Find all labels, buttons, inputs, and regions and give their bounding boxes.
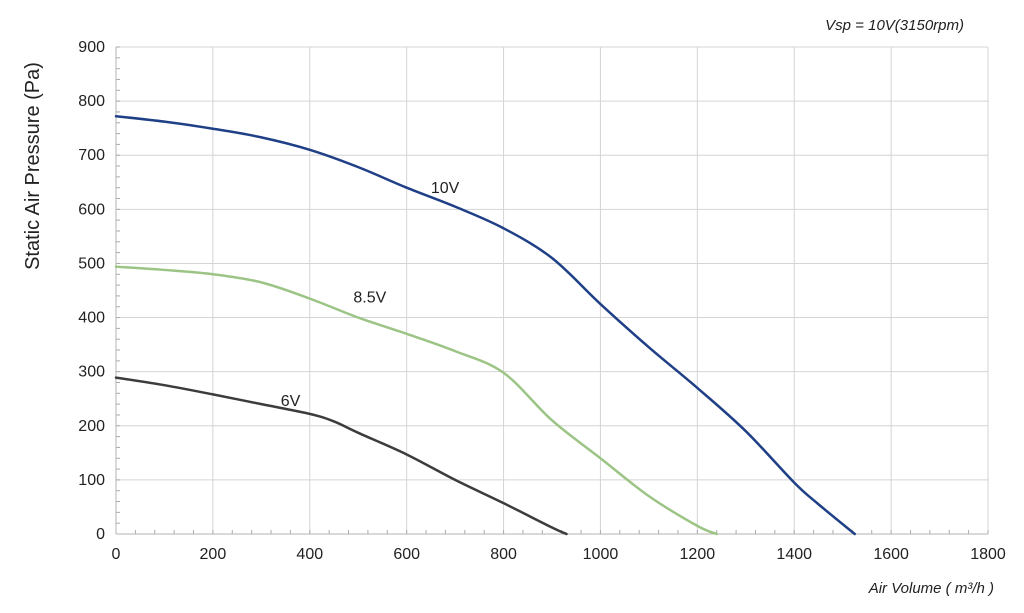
x-tick-label: 1800 — [970, 546, 1006, 563]
speed-annotation: Vsp = 10V(3150rpm) — [825, 17, 964, 34]
axes — [115, 47, 988, 535]
series-label-8-5v: 8.5V — [353, 289, 386, 306]
x-tick-label: 600 — [393, 546, 420, 563]
x-tick-label: 1400 — [776, 546, 812, 563]
grid — [115, 46, 989, 535]
y-tick-label: 0 — [96, 526, 105, 543]
x-tick-label: 0 — [112, 546, 121, 563]
y-tick-label: 500 — [78, 255, 105, 272]
y-tick-label: 900 — [78, 39, 105, 56]
x-tick-label: 800 — [490, 546, 517, 563]
y-tick-label: 300 — [78, 364, 105, 381]
series-layer — [114, 115, 857, 536]
x-tick-label: 1000 — [583, 546, 619, 563]
x-axis-title: Air Volume ( m³/h ) — [868, 580, 994, 597]
y-tick-label: 600 — [78, 201, 105, 218]
x-tick-label: 400 — [296, 546, 323, 563]
y-tick-label: 200 — [78, 418, 105, 435]
y-axis-title: Static Air Pressure (Pa) — [22, 62, 44, 270]
series-label-10v: 10V — [431, 180, 460, 197]
x-tick-label: 1600 — [873, 546, 909, 563]
y-tick-label: 100 — [78, 472, 105, 489]
minor-ticks — [115, 46, 989, 535]
y-tick-label: 700 — [78, 147, 105, 164]
tick-labels: 0 200 400 600 800 1000 1200 1400 1600 1800 0 100 200… — [78, 39, 1006, 563]
series-label-6v: 6V — [281, 393, 301, 410]
series-line-8-5v — [114, 265, 718, 536]
series-line-6v — [114, 376, 568, 536]
x-tick-label: 1200 — [680, 546, 716, 563]
y-tick-label: 800 — [78, 93, 105, 110]
series-line-10v — [114, 115, 857, 536]
series-labels: 10V 8.5V 6V — [281, 180, 460, 410]
y-tick-label: 400 — [78, 310, 105, 327]
x-tick-label: 200 — [200, 546, 227, 563]
